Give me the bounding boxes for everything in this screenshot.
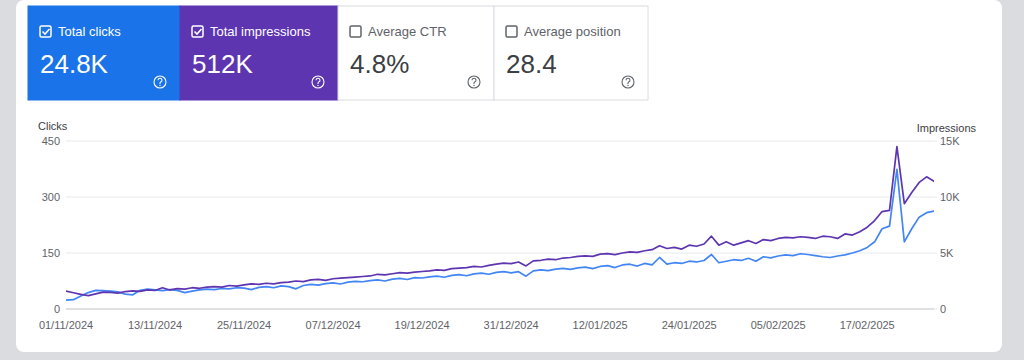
plot-area: [66, 147, 934, 300]
help-icon[interactable]: [468, 76, 480, 88]
x-tick-label: 24/01/2025: [662, 319, 717, 331]
checkbox[interactable]: [192, 26, 203, 37]
x-tick-label: 25/11/2024: [217, 319, 271, 331]
y2-tick: [934, 197, 937, 198]
card-background: [494, 6, 648, 100]
checkbox[interactable]: [350, 26, 361, 37]
card-label: Total clicks: [58, 24, 121, 39]
grid-line: [66, 197, 934, 198]
help-circle: [468, 76, 480, 88]
screenshot: Total clicks 24.8K Total impressions 512K Av…: [0, 0, 1024, 360]
help-mark: [316, 78, 320, 84]
y-tick-label: 300: [42, 191, 60, 203]
help-mark: [158, 78, 162, 84]
metric-card[interactable]: Average CTR 4.8%: [338, 6, 494, 100]
checkbox[interactable]: [40, 26, 51, 37]
y2-axis-title: Impressions: [917, 122, 977, 134]
metric-card[interactable]: Average position 28.4: [494, 6, 648, 100]
y2-tick-label: 15K: [940, 135, 960, 147]
grid-line: [66, 141, 934, 142]
grid: [66, 141, 937, 309]
help-icon[interactable]: [622, 76, 634, 88]
checkmark: [195, 29, 202, 34]
checkmark: [43, 29, 50, 34]
card-background: [338, 6, 494, 100]
y-tick-label: 150: [42, 247, 60, 259]
help-mark: [472, 78, 476, 84]
series-line: [66, 169, 934, 300]
series-line: [66, 147, 934, 296]
help-dot: [473, 85, 474, 86]
y2-tick-label: 5K: [940, 247, 954, 259]
metric-card[interactable]: Total clicks 24.8K: [28, 6, 180, 100]
help-mark: [626, 78, 630, 84]
card-value: 24.8K: [40, 49, 109, 79]
card-label: Average position: [524, 24, 621, 39]
x-tick-label: 05/02/2025: [751, 319, 806, 331]
help-circle: [622, 76, 634, 88]
grid-line: [66, 309, 934, 310]
help-icon[interactable]: [312, 76, 324, 88]
y2-tick: [934, 309, 937, 310]
y-tick-label: 0: [54, 303, 60, 315]
x-tick-label: 01/11/2024: [39, 319, 93, 331]
x-tick-label: 13/11/2024: [128, 319, 182, 331]
metric-card[interactable]: Total impressions 512K: [180, 6, 338, 100]
x-tick-label: 07/12/2024: [306, 319, 361, 331]
help-icon[interactable]: [154, 76, 166, 88]
y2-tick-label: 10K: [940, 191, 960, 203]
y2-tick-label: 0: [940, 303, 946, 315]
y2-tick: [934, 253, 937, 254]
card-value: 512K: [192, 49, 253, 79]
x-tick-label: 12/01/2025: [573, 319, 628, 331]
card-background: [28, 6, 180, 100]
help-circle: [154, 76, 166, 88]
help-dot: [317, 85, 318, 86]
card-background: [180, 6, 338, 100]
help-dot: [159, 85, 160, 86]
x-tick-label: 17/02/2025: [840, 319, 895, 331]
panel: [16, 0, 1002, 352]
help-dot: [627, 85, 628, 86]
card-value: 4.8%: [350, 49, 409, 79]
card-label: Total impressions: [210, 24, 311, 39]
card-label: Average CTR: [368, 24, 447, 39]
background: [0, 0, 1024, 360]
y-tick-label: 450: [42, 135, 60, 147]
y-axis-title: Clicks: [38, 120, 68, 132]
help-circle: [312, 76, 324, 88]
x-tick-label: 31/12/2024: [484, 319, 539, 331]
checkbox[interactable]: [506, 26, 517, 37]
x-tick-label: 19/12/2024: [395, 319, 450, 331]
y2-tick: [934, 141, 937, 142]
card-value: 28.4: [506, 49, 557, 79]
